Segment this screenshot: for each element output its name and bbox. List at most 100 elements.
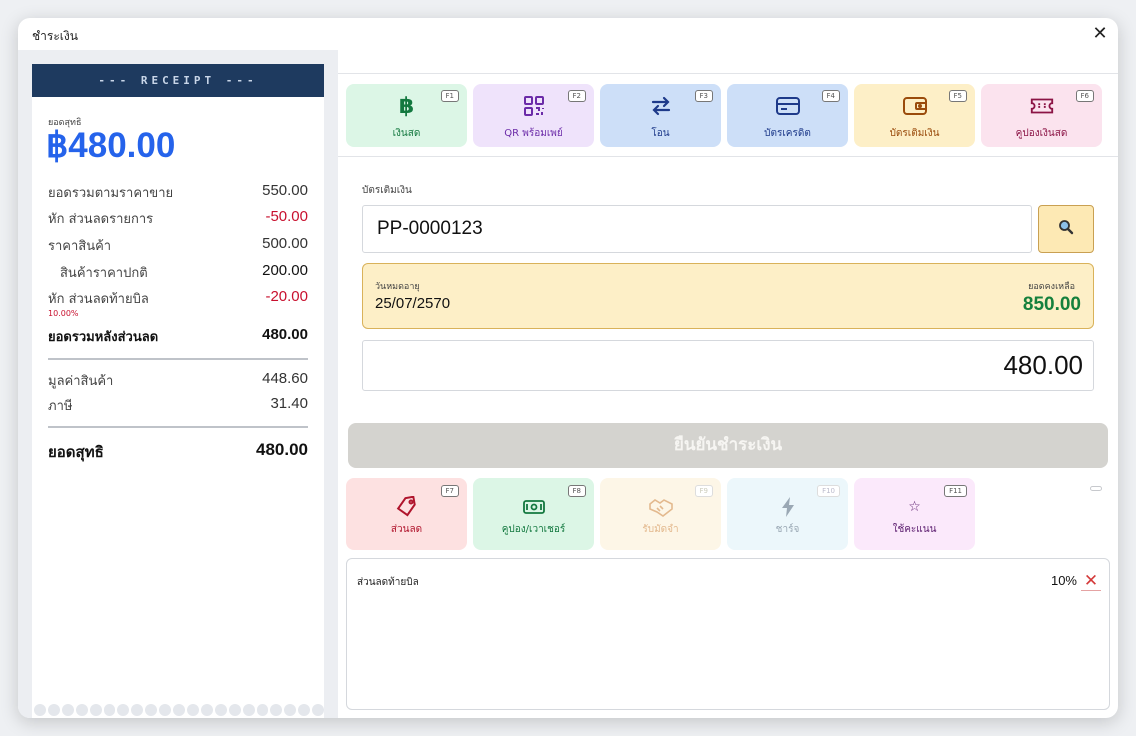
expiry-value: 25/07/2570	[375, 295, 451, 312]
discount-button[interactable]: F7 ส่วนลด	[346, 478, 467, 550]
card-field-label: บัตรเติมเงิน	[362, 185, 412, 196]
receipt-row: หัก ส่วนลดรายการ -50.00	[48, 208, 308, 229]
star-icon: ☆	[908, 499, 921, 515]
shortcut-key: F8	[567, 485, 586, 497]
receipt-row: หัก ส่วนลดท้ายบิล -20.00	[48, 288, 308, 309]
shortcut-key: F11	[944, 485, 967, 497]
card-info-panel: วันหมดอายุ 25/07/2570 ยอดคงเหลือ 850.00	[362, 263, 1094, 329]
receipt-row: สินค้าราคาปกติ 200.00	[48, 262, 308, 283]
payment-method-list: F1 ฿ เงินสด F2 QR พร้อมเพย์ F3 โอน F4 บั…	[346, 84, 1102, 147]
remove-discount-icon[interactable]: ✕	[1081, 571, 1101, 591]
shortcut-key: F5	[948, 90, 967, 102]
row-value: 500.00	[262, 235, 308, 252]
row-label: ยอดรวมหลังส่วนลด	[48, 330, 159, 345]
row-value: 550.00	[262, 182, 308, 199]
payment-label: บัตรเครดิต	[764, 128, 811, 139]
row-value: 448.60	[262, 370, 308, 387]
row-label: มูลค่าสินค้า	[48, 374, 114, 389]
row-label: สินค้าราคาปกติ	[60, 266, 148, 281]
toggle-handle[interactable]	[1090, 486, 1102, 491]
receipt-row: มูลค่าสินค้า 448.60	[48, 370, 308, 391]
balance-label: ยอดคงเหลือ	[1028, 282, 1075, 292]
action-label: ใช้คะแนน	[892, 524, 937, 535]
discount-action-list: F7 ส่วนลด F8 คูปอง/เวาเชอร์ F9 รับมัดจำ …	[346, 478, 975, 550]
shortcut-key: F1	[440, 90, 459, 102]
row-label: ยอดรวมตามราคาขาย	[48, 186, 174, 201]
payment-qr[interactable]: F2 QR พร้อมเพย์	[473, 84, 594, 147]
receipt-panel: --- RECEIPT --- ยอดสุทธิ ฿480.00 ยอดรวมต…	[18, 50, 338, 718]
payment-credit-card[interactable]: F4 บัตรเครดิต	[727, 84, 848, 147]
payment-prepaid-card[interactable]: F5 บัตรเติมเงิน	[854, 84, 975, 147]
payment-label: บัตรเติมเงิน	[889, 128, 940, 139]
transfer-icon	[648, 94, 674, 118]
payment-amount-input[interactable]	[362, 340, 1094, 391]
receipt-header: --- RECEIPT ---	[32, 64, 324, 97]
voucher-icon	[521, 496, 547, 518]
credit-card-icon	[775, 94, 801, 118]
discount-percent: 10.00%	[48, 309, 79, 318]
discount-item-label: ส่วนลดท้ายบิล	[357, 577, 419, 588]
row-label: ยอดสุทธิ	[48, 443, 104, 461]
ticket-icon	[1029, 94, 1055, 118]
row-value: 480.00	[256, 440, 308, 459]
discount-item-value: 10%	[1050, 573, 1077, 588]
payment-label: โอน	[651, 128, 670, 139]
charge-button[interactable]: F10 ชาร์จ	[727, 478, 848, 550]
shortcut-key: F6	[1075, 90, 1094, 102]
balance-value: 850.00	[1022, 294, 1081, 315]
row-value: 200.00	[262, 262, 308, 279]
applied-discount-list: ส่วนลดท้ายบิล 10% ✕	[346, 558, 1110, 710]
receipt: --- RECEIPT --- ยอดสุทธิ ฿480.00 ยอดรวมต…	[32, 64, 324, 718]
row-label: หัก ส่วนลดรายการ	[48, 212, 154, 227]
lightning-icon	[775, 496, 801, 518]
payment-cash-coupon[interactable]: F6 คูปองเงินสด	[981, 84, 1102, 147]
close-icon[interactable]: ✕	[1092, 23, 1108, 44]
dialog-title: ชำระเงิน	[32, 29, 78, 43]
receipt-divider	[48, 358, 308, 360]
payment-transfer[interactable]: F3 โอน	[600, 84, 721, 147]
divider	[338, 73, 1118, 74]
payment-dialog: ชำระเงิน ✕ --- RECEIPT --- ยอดสุทธิ ฿480…	[18, 18, 1118, 718]
action-label: คูปอง/เวาเชอร์	[501, 524, 566, 535]
row-value: 31.40	[270, 395, 308, 412]
receipt-scallop	[32, 704, 324, 718]
confirm-payment-button[interactable]: ยืนยันชำระเงิน	[348, 423, 1108, 468]
payment-label: เงินสด	[392, 128, 421, 139]
wallet-icon	[902, 94, 928, 118]
shortcut-key: F3	[694, 90, 713, 102]
use-points-button[interactable]: F11 ☆ ใช้คะแนน	[854, 478, 975, 550]
action-label: ส่วนลด	[390, 524, 423, 535]
search-icon	[1058, 219, 1074, 239]
shortcut-key: F2	[567, 90, 586, 102]
shortcut-key: F4	[821, 90, 840, 102]
receipt-row: ยอดรวมหลังส่วนลด 480.00	[48, 326, 308, 347]
voucher-button[interactable]: F8 คูปอง/เวาเชอร์	[473, 478, 594, 550]
handshake-icon	[648, 496, 674, 518]
search-card-button[interactable]	[1038, 205, 1094, 253]
net-total-amount: ฿480.00	[46, 126, 176, 165]
row-label: หัก ส่วนลดท้ายบิล	[48, 292, 149, 307]
payment-label: คูปองเงินสด	[1015, 128, 1068, 139]
payment-label: QR พร้อมเพย์	[504, 128, 563, 139]
shortcut-key: F9	[694, 485, 713, 497]
action-label: รับมัดจำ	[642, 524, 679, 535]
row-label: ภาษี	[48, 399, 73, 414]
shortcut-key: F7	[440, 485, 459, 497]
baht-icon: ฿	[398, 93, 415, 119]
payment-cash[interactable]: F1 ฿ เงินสด	[346, 84, 467, 147]
card-number-input[interactable]	[362, 205, 1032, 253]
receipt-row: ภาษี 31.40	[48, 395, 308, 416]
net-total-label: ยอดสุทธิ	[48, 118, 82, 128]
divider	[338, 156, 1118, 157]
receipt-divider	[48, 426, 308, 428]
row-label: ราคาสินค้า	[48, 239, 112, 254]
qr-code-icon	[521, 94, 547, 118]
receipt-row: ยอดรวมตามราคาขาย 550.00	[48, 182, 308, 203]
expiry-label: วันหมดอายุ	[375, 282, 420, 292]
row-value: -20.00	[265, 288, 308, 305]
row-value: 480.00	[262, 326, 308, 343]
action-label: ชาร์จ	[775, 524, 800, 535]
receipt-total-row: ยอดสุทธิ 480.00	[48, 440, 308, 464]
deposit-button[interactable]: F9 รับมัดจำ	[600, 478, 721, 550]
tag-icon	[394, 496, 420, 518]
